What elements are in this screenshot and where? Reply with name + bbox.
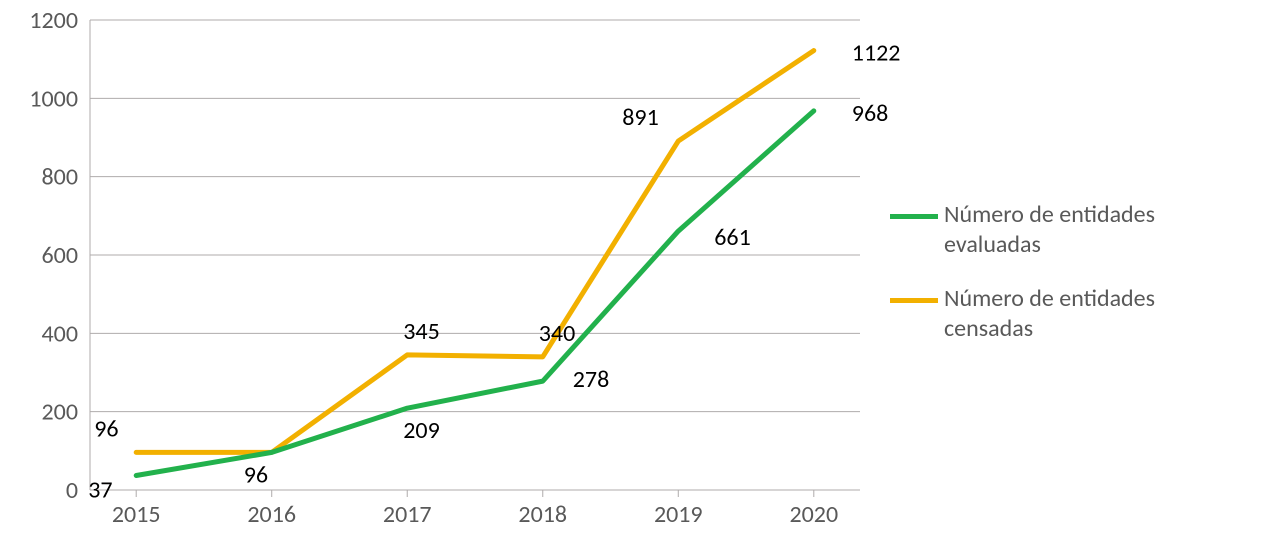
- value-label: 37: [88, 476, 112, 505]
- value-label: 209: [403, 416, 440, 445]
- legend-item: Número de entidades censadas: [890, 284, 1155, 344]
- x-tick-label: 2015: [112, 500, 161, 529]
- value-label: 96: [244, 460, 268, 489]
- value-label: 345: [403, 317, 440, 346]
- x-tick-label: 2019: [654, 500, 703, 529]
- y-tick-label: 600: [42, 241, 79, 270]
- y-tick-label: 800: [42, 163, 79, 192]
- line-chart: 0 200 400 600 800 1000 1200 2015 2016 2017 2018 201…: [0, 0, 1280, 548]
- y-tick-label: 200: [42, 398, 79, 427]
- legend-label: Número de entidades evaluadas: [944, 200, 1155, 260]
- value-label: 661: [714, 223, 751, 252]
- x-tick-label: 2020: [789, 500, 838, 529]
- legend-item: Número de entidades evaluadas: [890, 200, 1155, 260]
- value-label: 891: [622, 103, 659, 132]
- chart-legend: Número de entidades evaluadas Número de e…: [890, 200, 1155, 368]
- y-tick-label: 400: [42, 319, 79, 348]
- legend-swatch: [890, 298, 938, 303]
- x-tick-label: 2018: [518, 500, 567, 529]
- value-label: 278: [573, 365, 610, 394]
- x-tick-label: 2016: [247, 500, 296, 529]
- value-label: 968: [852, 99, 889, 128]
- series-line: [136, 111, 814, 476]
- legend-swatch: [890, 214, 938, 219]
- y-tick-label: 1000: [29, 84, 78, 113]
- y-tick-label: 1200: [29, 6, 78, 35]
- value-label: 340: [539, 319, 576, 348]
- value-label: 1122: [852, 39, 901, 68]
- value-label: 96: [94, 414, 118, 443]
- y-tick-label: 0: [66, 476, 78, 505]
- x-tick-label: 2017: [383, 500, 432, 529]
- legend-label: Número de entidades censadas: [944, 284, 1155, 344]
